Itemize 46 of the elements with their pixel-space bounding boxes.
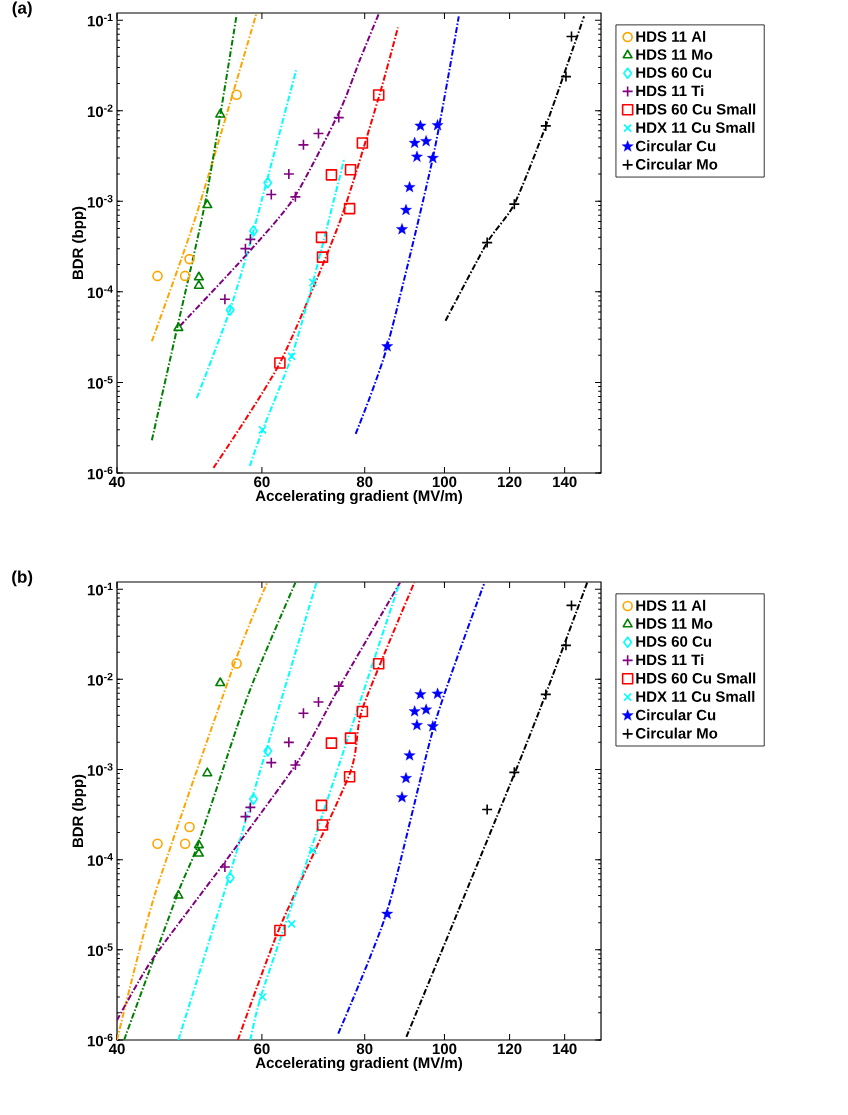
legend-label: HDS 11 Al	[636, 30, 706, 42]
legend-label: Circular Mo	[635, 727, 718, 739]
legend-label: HDX 11 Cu Small	[636, 690, 755, 702]
legend-label: HDS 11 Ti	[636, 85, 704, 97]
x-tick-label: 60	[254, 1043, 270, 1055]
legend-label: HDS 60 Cu Small	[636, 103, 756, 115]
chart-title: (b)	[12, 570, 33, 587]
y-tick-label: 10$^{-4}$	[87, 853, 113, 866]
legend-label: HDS 11 Ti	[636, 654, 704, 666]
y-tick-label: 10$^{-5}$	[87, 943, 113, 957]
x-tick-label: 120	[498, 476, 522, 488]
legend-label: HDS 11 Mo	[636, 49, 713, 60]
x-tick-label: 120	[498, 1043, 522, 1055]
chart-title: (a)	[12, 1, 32, 18]
y-tick-label: 10$^{-5}$	[87, 376, 113, 389]
legend-label: HDS 60 Cu	[636, 636, 712, 647]
legend-label: Circular Mo	[635, 158, 718, 170]
y-tick-label: 10$^{-1}$	[87, 13, 113, 27]
y-tick-label: 10$^{-4}$	[87, 285, 113, 299]
y-axis-title: BDR (bpp)	[72, 206, 87, 280]
x-tick-label: 100	[432, 476, 457, 488]
x-tick-label: 40	[108, 476, 125, 488]
y-tick-label: 10$^{-1}$	[87, 582, 113, 596]
x-tick-label: 100	[432, 1043, 457, 1055]
y-tick-label: 10$^{-3}$	[87, 194, 113, 208]
legend-label: HDS 60 Cu	[636, 67, 712, 78]
x-tick-label: 80	[356, 476, 373, 488]
legend-label: HDS 11 Mo	[636, 618, 713, 629]
legend-label: HDS 60 Cu Small	[636, 672, 756, 684]
x-tick-label: 40	[108, 1043, 125, 1055]
x-axis-title: Accelerating gradient (MV/m)	[255, 490, 463, 505]
x-tick-label: 60	[254, 476, 270, 488]
y-tick-label: 10$^{-2}$	[87, 672, 113, 686]
legend-label: Circular Cu	[635, 140, 716, 152]
x-tick-label: 140	[553, 1043, 577, 1055]
line-series	[337, 583, 485, 1035]
y-tick-label: 10$^{-2}$	[87, 104, 113, 118]
x-axis-title: Accelerating gradient (MV/m)	[255, 1057, 463, 1072]
y-axis-title: BDR (bpp)	[72, 774, 87, 848]
x-tick-label: 80	[356, 1043, 373, 1055]
legend-label: HDX 11 Cu Small	[636, 121, 755, 133]
legend-label: Circular Cu	[635, 709, 716, 721]
line-series	[354, 15, 460, 435]
y-tick-label: 10$^{-3}$	[87, 763, 113, 776]
legend-label: HDS 11 Al	[636, 599, 706, 611]
x-tick-label: 140	[553, 476, 577, 488]
